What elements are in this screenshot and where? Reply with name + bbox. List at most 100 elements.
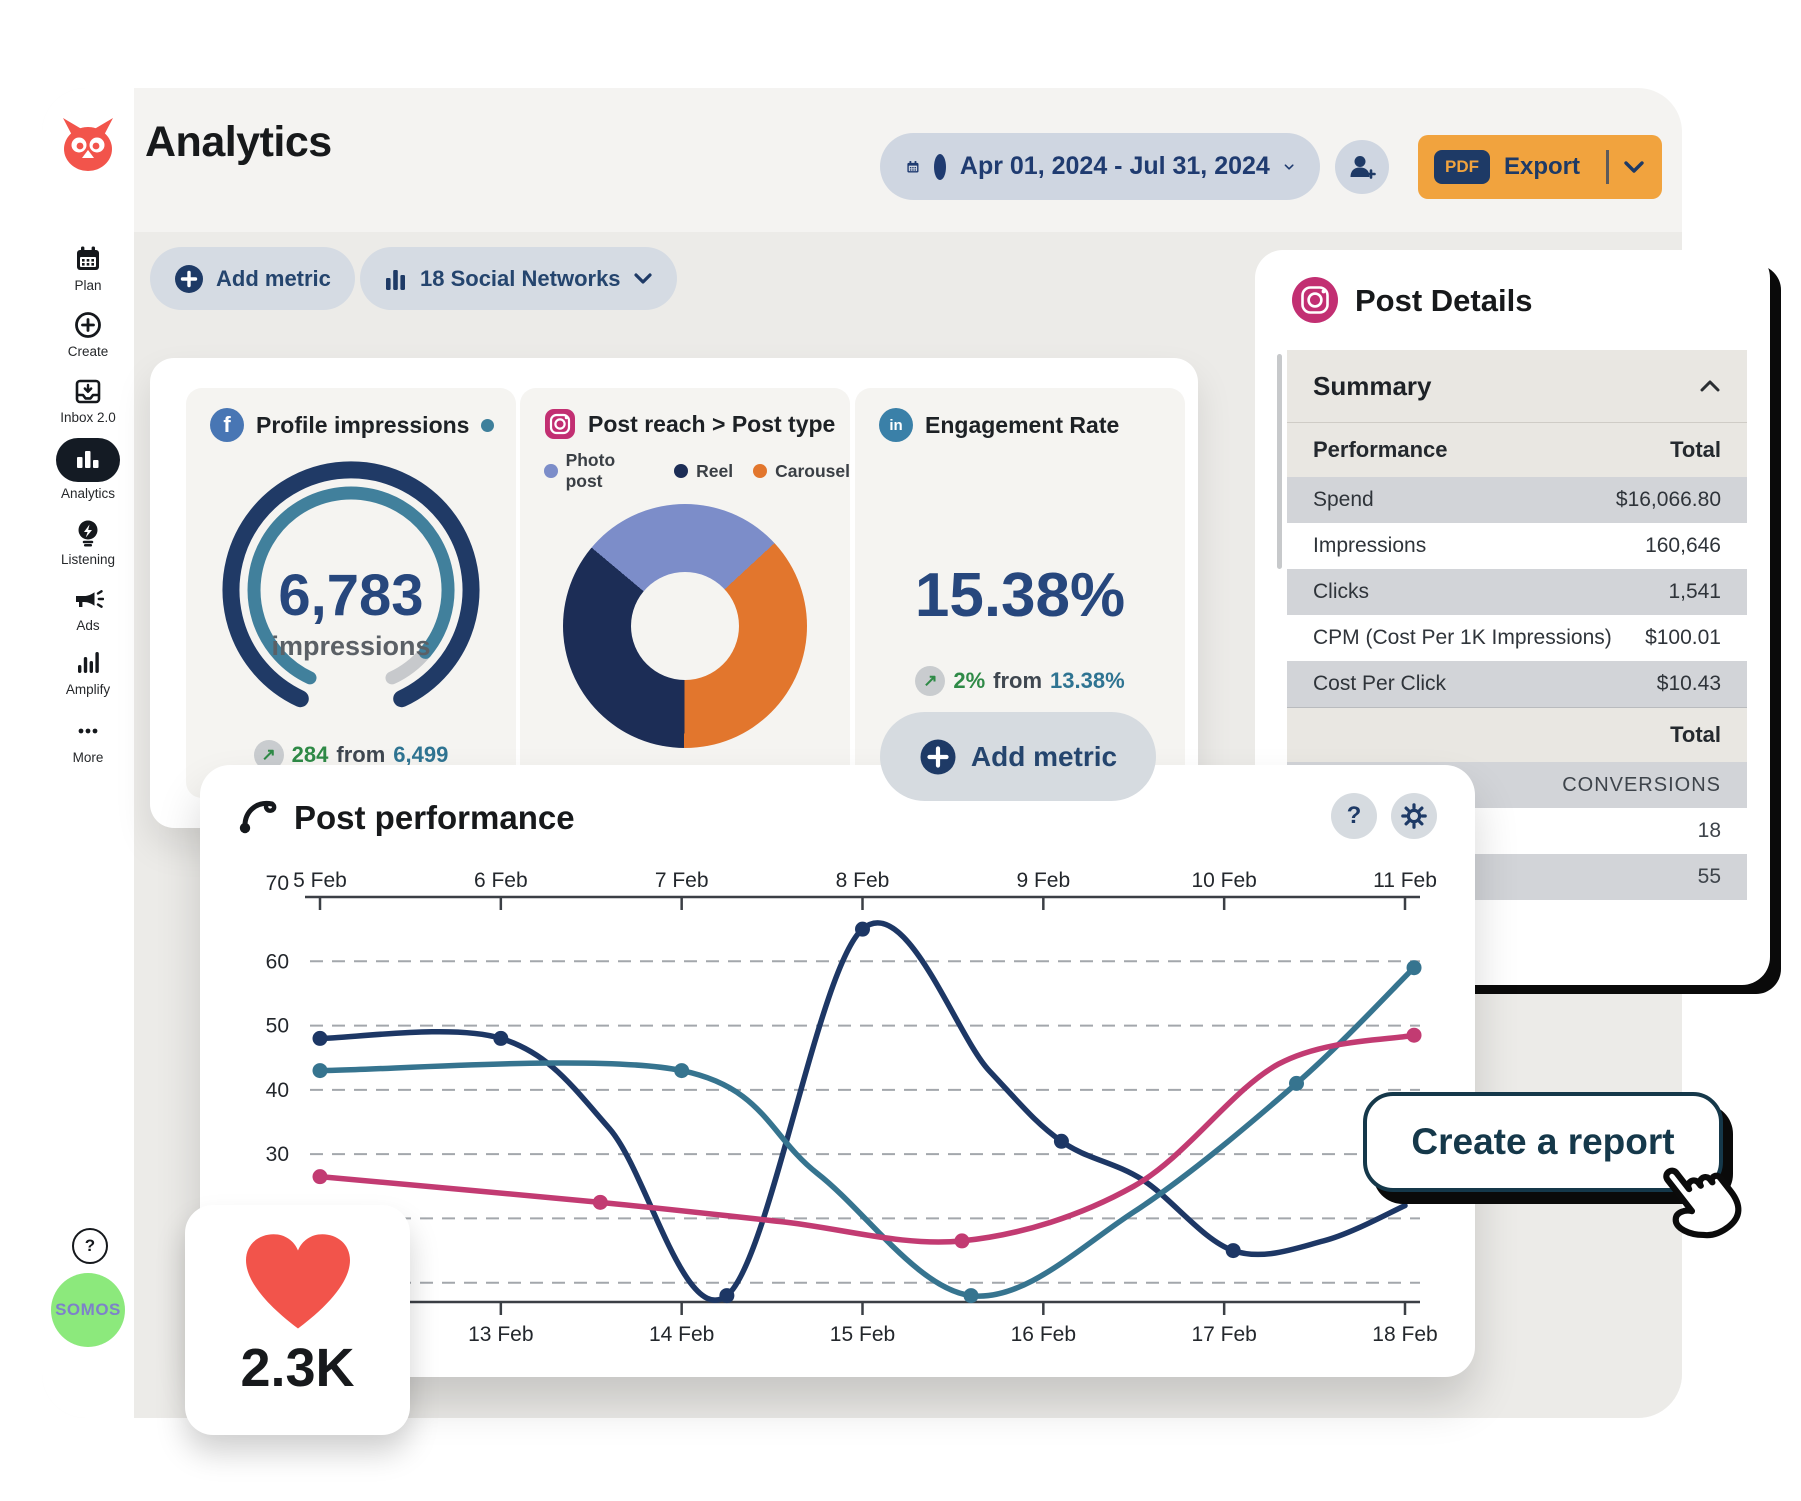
summary-section-header[interactable]: Summary <box>1287 350 1747 423</box>
question-icon: ? <box>1346 802 1362 829</box>
add-metric-label: Add metric <box>216 265 331 291</box>
svg-text:50: 50 <box>266 1015 289 1038</box>
sidebar-item-amplify[interactable]: Amplify <box>42 648 134 697</box>
svg-text:15 Feb: 15 Feb <box>830 1323 895 1346</box>
instagram-icon <box>545 409 575 439</box>
sidebar-item-plan[interactable]: Plan <box>42 244 134 293</box>
add-metric-button-2[interactable]: Add metric <box>880 712 1156 801</box>
share-user-button[interactable] <box>1335 140 1389 194</box>
svg-text:18 Feb: 18 Feb <box>1372 1323 1437 1346</box>
sidebar-item-label: More <box>72 750 104 765</box>
profile-status-dot <box>933 153 946 180</box>
hootsuite-logo[interactable] <box>55 112 121 174</box>
svg-text:40: 40 <box>266 1079 289 1102</box>
sidebar-item-listening[interactable]: Listening <box>42 518 134 567</box>
create-report-button[interactable]: Create a report <box>1363 1092 1723 1192</box>
chevron-down-icon <box>633 273 652 284</box>
sidebar: Plan Create Inbox 2.0 <box>42 88 134 1418</box>
table-row: CPM (Cost Per 1K Impressions) $100.01 <box>1287 615 1747 661</box>
export-chevron-down-icon[interactable] <box>1623 159 1645 175</box>
sidebar-item-label: Amplify <box>65 682 111 697</box>
tile-title: Engagement Rate <box>925 411 1120 438</box>
impressions-gauge: 6,783 impressions <box>222 461 480 708</box>
instagram-icon <box>1292 277 1338 323</box>
add-metric-label: Add metric <box>970 740 1118 772</box>
chart-settings-button[interactable] <box>1391 793 1437 839</box>
sidebar-item-label: Listening <box>60 552 116 567</box>
somos-badge[interactable]: SOMOS <box>51 1273 125 1347</box>
legend-dot-photo-post <box>544 464 558 478</box>
sidebar-item-label: Create <box>67 344 109 359</box>
trend-up-icon: ↗ <box>915 666 946 696</box>
gauge-unit: impressions <box>271 631 430 661</box>
post-performance-chart: 5 Feb 6 Feb 7 Feb 8 Feb 9 Feb 10 Feb 11 Feb 13 … <box>266 869 1438 1346</box>
social-networks-dropdown[interactable]: 18 Social Networks <box>360 247 677 310</box>
metric-status-dot <box>481 418 495 432</box>
sidebar-item-inbox[interactable]: Inbox 2.0 <box>42 376 134 425</box>
calendar-icon <box>77 246 99 270</box>
svg-text:17 Feb: 17 Feb <box>1191 1323 1256 1346</box>
post-type-donut-chart <box>563 504 807 748</box>
hand-cursor-icon <box>1663 1167 1742 1239</box>
tile-title: Post reach > Post type <box>588 410 836 437</box>
table-row: Spend $16,066.80 <box>1287 477 1747 523</box>
table-header-row: Performance Total <box>1287 423 1747 477</box>
likes-card: 2.3K <box>185 1205 410 1435</box>
megaphone-icon <box>76 590 104 608</box>
scrollbar[interactable] <box>1277 354 1282 569</box>
active-nav-pill <box>56 438 120 482</box>
engagement-value: 15.38% <box>914 561 1126 630</box>
lightbulb-icon <box>78 520 98 547</box>
date-range-picker[interactable]: Apr 01, 2024 - Jul 31, 2024 <box>880 133 1320 200</box>
pdf-badge: PDF <box>1434 150 1490 184</box>
chevron-down-icon <box>1284 163 1294 170</box>
post-performance-card: Post performance ? 5 Feb 6 Feb 7 Feb 8 Feb 9… <box>200 765 1475 1377</box>
ellipsis-icon <box>78 728 98 734</box>
table-row: Clicks 1,541 <box>1287 569 1747 615</box>
person-add-icon <box>1350 156 1376 179</box>
chevron-up-icon[interactable] <box>1699 379 1721 394</box>
bar-chart-icon <box>77 451 99 468</box>
profile-impressions-tile: f Profile impressions 6,783 impressions … <box>186 388 516 798</box>
sidebar-item-ads[interactable]: Ads <box>42 584 134 633</box>
svg-text:5 Feb: 5 Feb <box>293 869 347 892</box>
donut-legend: Photo post Reel Carousel <box>544 450 850 492</box>
chart-help-button[interactable]: ? <box>1331 793 1377 839</box>
svg-text:14 Feb: 14 Feb <box>649 1323 714 1346</box>
post-performance-icon <box>239 800 277 834</box>
delta-row: ↗ 2% from 13.38% <box>855 666 1185 696</box>
donut-hole <box>631 572 739 680</box>
linkedin-icon: in <box>879 408 913 442</box>
sidebar-item-label: Plan <box>74 278 102 293</box>
signal-bars-icon <box>78 652 99 673</box>
tile-title: Profile impressions <box>256 411 470 438</box>
table-row: Impressions 160,646 <box>1287 523 1747 569</box>
svg-text:70: 70 <box>266 872 289 895</box>
svg-text:60: 60 <box>266 950 289 973</box>
export-button[interactable]: PDF Export <box>1418 135 1662 199</box>
svg-text:10 Feb: 10 Feb <box>1191 869 1256 892</box>
inbox-icon <box>75 379 101 404</box>
legend-dot-reel <box>674 464 689 478</box>
sidebar-item-analytics[interactable]: Analytics <box>42 438 134 501</box>
page-title: Analytics <box>145 118 332 166</box>
facebook-icon: f <box>210 408 244 442</box>
svg-text:9 Feb: 9 Feb <box>1016 869 1070 892</box>
sidebar-item-create[interactable]: Create <box>42 310 134 359</box>
svg-text:8 Feb: 8 Feb <box>836 869 890 892</box>
sidebar-item-label: Inbox 2.0 <box>60 410 116 425</box>
metrics-card: f Profile impressions 6,783 impressions … <box>150 358 1198 828</box>
sidebar-item-more[interactable]: More <box>42 716 134 765</box>
help-button[interactable]: ? <box>72 1228 108 1264</box>
totals-header-row: Total <box>1287 707 1747 762</box>
add-metric-button[interactable]: Add metric <box>150 247 355 310</box>
export-label: Export <box>1504 153 1581 180</box>
calendar-icon <box>907 160 919 173</box>
date-range-label: Apr 01, 2024 - Jul 31, 2024 <box>959 152 1270 180</box>
networks-label: 18 Social Networks <box>420 265 621 291</box>
plus-circle-icon <box>175 264 203 293</box>
likes-count: 2.3K <box>240 1338 355 1398</box>
legend-dot-carousel <box>753 464 768 478</box>
help-glyph: ? <box>84 1236 96 1255</box>
